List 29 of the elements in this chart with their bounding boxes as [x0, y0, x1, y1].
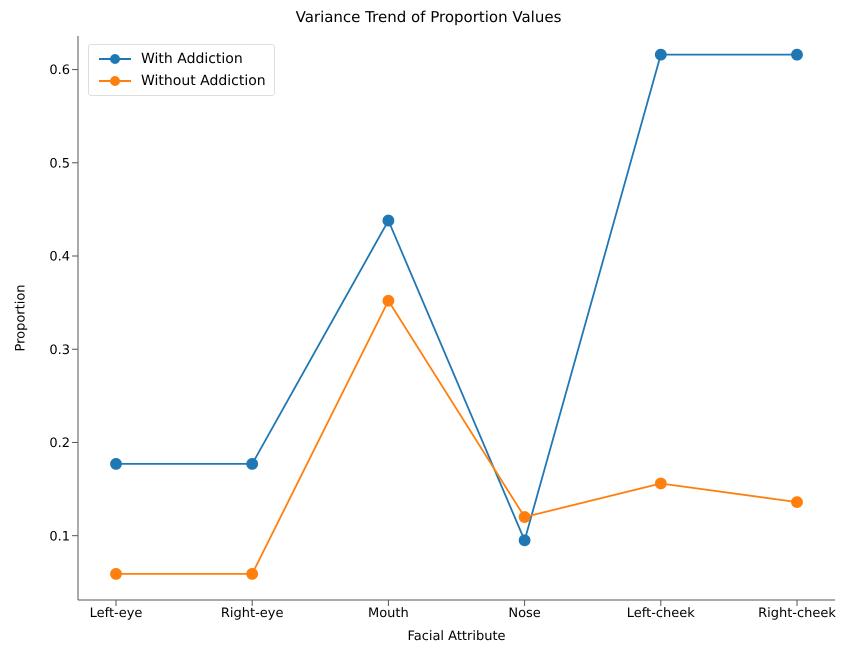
point: [518, 534, 530, 546]
point: [110, 458, 122, 470]
point: [791, 496, 803, 508]
x-tick-label: Left-cheek: [626, 606, 696, 622]
x-tick-label: Right-cheek: [758, 606, 836, 622]
chart-title: Variance Trend of Proportion Values: [294, 8, 562, 28]
legend-label: Without Addiction: [141, 72, 266, 91]
x-tick-label: Mouth: [368, 606, 409, 622]
point: [382, 294, 394, 307]
point: [382, 214, 394, 226]
point: [791, 48, 803, 61]
x-tick-label: Left-eye: [90, 606, 142, 622]
y-tick-label: 0.5: [49, 156, 70, 172]
legend-label: With Addiction: [141, 50, 243, 69]
point: [518, 511, 530, 523]
point: [654, 478, 667, 490]
y-tick-label: 0.1: [49, 529, 70, 544]
x-tick-label: Right-eye: [220, 606, 284, 622]
y-tick-label: 0.4: [49, 250, 70, 265]
x-tick-label: Nose: [508, 606, 541, 622]
y-axis-title: Proportion: [14, 284, 29, 352]
y-tick-label: 0.2: [49, 436, 70, 452]
y-tick-label: 0.3: [49, 342, 70, 358]
point: [246, 458, 258, 470]
y-tick-label: 0.6: [49, 63, 70, 78]
point: [654, 48, 667, 61]
point: [246, 568, 258, 580]
x-axis-title: Facial Attribute: [407, 629, 506, 644]
point: [110, 568, 122, 580]
